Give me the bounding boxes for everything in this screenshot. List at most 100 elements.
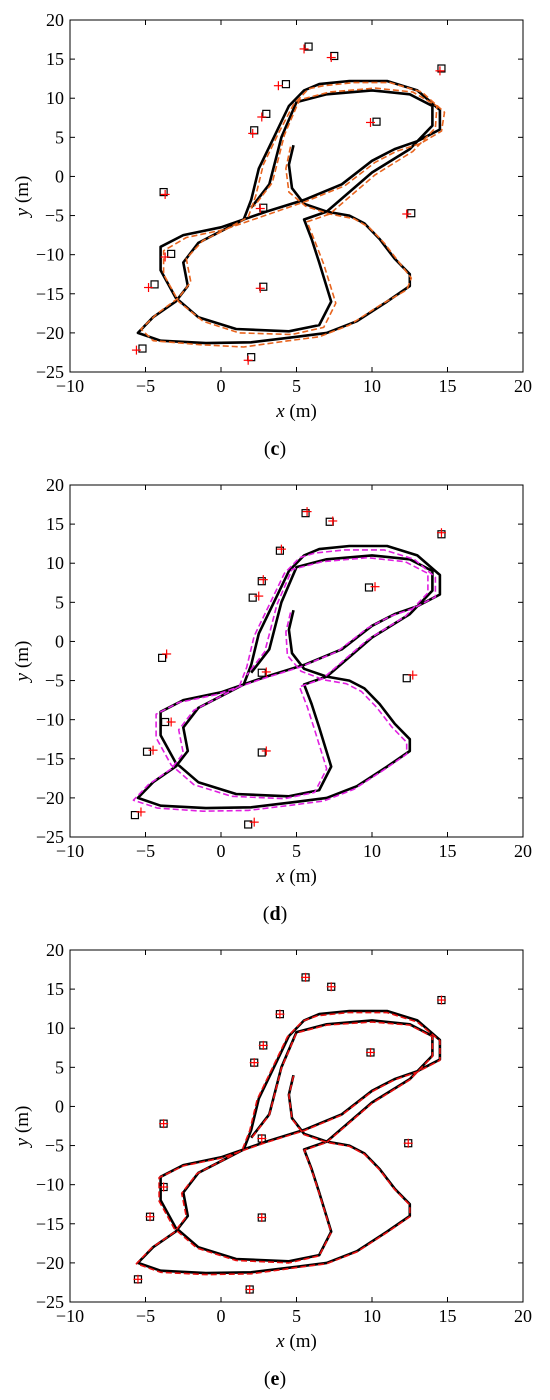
y-tick-label: −20 [36, 323, 64, 343]
chart-svg-e: −10 −5 0 5 10 15 20 −25 −20 −15 −10 −5 0 5 10 15 20 x (m)… [12, 940, 532, 1352]
x-axis-label: x (m) [275, 401, 317, 422]
chart-svg-c: −10 −5 0 5 10 15 20 −25 −20 −15 −10 −5 0 5 10 15 20 x (m)… [12, 10, 532, 422]
estimated-trajectory-line [140, 81, 446, 348]
estimated-landmark-marker [131, 345, 141, 355]
chart-panel-e: −10 −5 0 5 10 15 20 −25 −20 −15 −10 −5 0 5 10 15 20 x (m)… [0, 930, 550, 1390]
chart-panel-c: −10 −5 0 5 10 15 20 −25 −20 −15 −10 −5 0 5 10 15 20 x (m)… [0, 0, 550, 460]
estimated-landmark-marker [133, 1274, 143, 1284]
true-landmark-marker [244, 820, 253, 829]
y-tick-label: 15 [46, 514, 64, 534]
x-tick-label: 10 [363, 841, 381, 861]
true-landmark-marker [138, 344, 147, 353]
y-tick-label: −10 [36, 245, 64, 265]
x-tick-label: 5 [292, 376, 301, 396]
y-tick-label: 20 [46, 475, 64, 495]
estimated-landmark-marker [136, 807, 146, 817]
estimated-landmark-marker [435, 66, 445, 76]
caption-e: (e) [263, 1368, 287, 1390]
estimated-landmark-marker [257, 1134, 267, 1144]
y-tick-label: −20 [36, 788, 64, 808]
estimated-landmark-marker [243, 355, 253, 365]
estimated-landmark-marker [258, 575, 268, 585]
y-tick-label: 5 [55, 592, 64, 612]
x-tick-label: −10 [56, 841, 84, 861]
x-tick-label: −5 [136, 841, 155, 861]
y-tick-label: −15 [36, 1214, 64, 1234]
true-landmark-marker [130, 810, 140, 820]
chart-svg-d: −10 −5 0 5 10 15 20 −25 −20 −15 −10 −5 0 5 10 15 20 x (m)… [12, 475, 532, 887]
true-landmark-marker [402, 674, 411, 683]
estimated-landmark-marker [258, 1040, 268, 1050]
estimated-landmark-marker [166, 717, 176, 727]
estimated-landmark-marker [408, 670, 418, 680]
y-tick-label: −10 [36, 710, 64, 730]
y-tick-label: 5 [55, 1057, 64, 1077]
estimated-landmark-marker [257, 112, 267, 122]
true-landmark-marker [167, 249, 176, 258]
y-tick-label: 10 [46, 1018, 64, 1038]
estimated-trajectory-line [135, 1011, 441, 1276]
y-tick-label: 0 [55, 1096, 64, 1116]
x-tick-label: 20 [514, 1306, 532, 1326]
estimated-landmark-marker [261, 667, 271, 677]
estimated-landmark-marker [144, 283, 154, 293]
true-landmark-marker [158, 653, 167, 662]
estimated-landmark-marker [145, 1212, 155, 1222]
estimated-landmark-marker [403, 1138, 413, 1148]
x-tick-label: −10 [56, 1306, 84, 1326]
true-landmark-marker [257, 577, 266, 586]
x-tick-label: 0 [217, 1306, 226, 1326]
y-axis-label: y (m) [12, 1106, 33, 1149]
estimated-landmark-marker [160, 189, 170, 199]
estimated-landmark-marker [276, 544, 286, 554]
estimated-landmark-marker [148, 745, 158, 755]
y-axis-label: y (m) [12, 176, 33, 219]
true-landmark-marker [301, 509, 310, 518]
estimated-landmark-marker [245, 1284, 255, 1294]
x-tick-label: 15 [439, 841, 457, 861]
x-tick-label: −5 [136, 376, 155, 396]
x-tick-label: 20 [514, 841, 532, 861]
estimated-landmark-marker [273, 81, 283, 91]
estimated-landmark-marker [328, 516, 338, 526]
true-landmark-marker [159, 187, 168, 197]
y-tick-label: 0 [55, 166, 64, 186]
chart-panel-d: −10 −5 0 5 10 15 20 −25 −20 −15 −10 −5 0 5 10 15 20 x (m)… [0, 465, 550, 925]
y-tick-label: −5 [45, 1136, 64, 1156]
y-tick-label: −15 [36, 284, 64, 304]
estimated-landmark-marker [301, 972, 311, 982]
y-tick-label: −10 [36, 1175, 64, 1195]
estimated-landmark-marker [402, 209, 412, 219]
y-tick-label: −20 [36, 1253, 64, 1273]
y-tick-label: −15 [36, 749, 64, 769]
caption-d: (d) [262, 903, 288, 925]
true-landmark-marker [364, 583, 374, 592]
estimated-landmark-marker [326, 982, 336, 992]
y-tick-label: −25 [36, 827, 64, 847]
y-tick-label: −5 [45, 206, 64, 226]
estimated-landmark-marker [255, 283, 265, 293]
true-landmark-marker [275, 546, 284, 555]
x-tick-label: 20 [514, 376, 532, 396]
x-tick-label: −5 [136, 1306, 155, 1326]
true-landmark-marker [257, 668, 266, 677]
estimated-landmark-marker [436, 995, 446, 1005]
x-axis-label: x (m) [275, 1331, 317, 1352]
y-tick-label: 20 [46, 940, 64, 960]
x-tick-label: −10 [56, 376, 84, 396]
estimated-landmark-marker [160, 252, 170, 262]
caption-c: (c) [263, 438, 287, 460]
y-tick-label: 15 [46, 49, 64, 69]
true-landmark-marker [248, 593, 257, 602]
x-tick-label: 10 [363, 376, 381, 396]
true-trajectory-line [136, 544, 442, 810]
x-axis-label: x (m) [275, 866, 317, 887]
estimated-landmark-marker [326, 53, 336, 63]
estimated-landmark-marker [159, 1182, 169, 1192]
y-tick-label: 20 [46, 10, 64, 30]
true-landmark-marker [262, 109, 271, 118]
estimated-landmark-marker [275, 1009, 285, 1019]
y-tick-label: 0 [55, 631, 64, 651]
true-landmark-marker [304, 42, 313, 51]
y-tick-label: −25 [36, 362, 64, 382]
